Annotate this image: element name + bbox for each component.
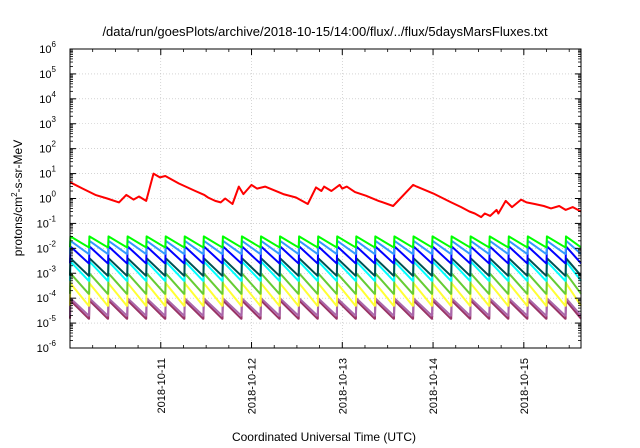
y-tick-label: 104 xyxy=(39,90,56,106)
series-line xyxy=(69,235,582,249)
x-axis: 2018-10-11 2018-10-12 2018-10-13 2018-10-14… xyxy=(92,49,570,414)
y-tick-label: 103 xyxy=(39,115,56,131)
y-tick-label: 10-4 xyxy=(37,289,57,305)
x-tick-label: 2018-10-13 xyxy=(337,358,349,414)
series-line xyxy=(69,172,582,219)
y-axis-label: protons/cm2-s-sr-MeV xyxy=(10,140,25,256)
y-tick-label: 10-2 xyxy=(37,239,57,255)
chart-title: /data/run/goesPlots/archive/2018-10-15/1… xyxy=(102,24,548,39)
grid-lines xyxy=(70,49,581,348)
y-tick-label: 10-3 xyxy=(37,264,57,280)
y-tick-label: 100 xyxy=(39,190,56,206)
y-tick-label: 10-6 xyxy=(37,339,57,355)
y-tick-label: 102 xyxy=(39,140,56,156)
x-axis-label: Coordinated Universal Time (UTC) xyxy=(232,430,416,444)
plot-frame xyxy=(69,48,582,349)
series-group xyxy=(69,172,582,320)
y-axis: 10-6 10-5 10-4 10-3 10-2 10-1 100 101 102 103 104 1… xyxy=(37,40,581,355)
x-tick-label: 2018-10-12 xyxy=(247,358,259,414)
x-tick-label: 2018-10-15 xyxy=(519,358,531,414)
x-tick-label: 2018-10-14 xyxy=(428,358,440,414)
y-tick-label: 105 xyxy=(39,65,56,81)
y-tick-label: 106 xyxy=(39,40,56,56)
y-tick-label: 10-1 xyxy=(37,214,57,230)
x-tick-label: 2018-10-11 xyxy=(156,358,168,413)
y-tick-label: 101 xyxy=(39,165,56,181)
y-tick-label: 10-5 xyxy=(37,314,57,330)
